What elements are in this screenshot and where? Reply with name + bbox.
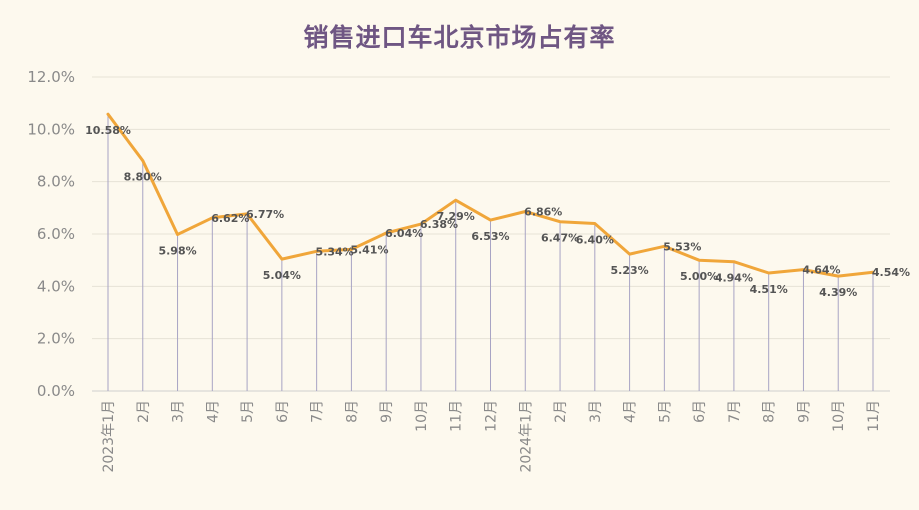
x-tick-label: 9月 — [796, 400, 812, 423]
data-label: 10.58% — [85, 124, 131, 137]
data-label: 4.51% — [750, 283, 788, 296]
x-tick-label: 5月 — [657, 400, 673, 423]
data-label: 5.34% — [316, 245, 354, 258]
data-label: 7.29% — [437, 210, 475, 223]
x-tick-label: 9月 — [379, 400, 395, 423]
x-tick-label: 8月 — [344, 400, 360, 423]
data-label: 6.62% — [211, 212, 249, 225]
x-tick-label: 3月 — [588, 400, 604, 423]
x-tick-label: 10月 — [831, 400, 847, 432]
data-label: 5.00% — [680, 270, 718, 283]
x-tick-label: 12月 — [484, 400, 500, 432]
data-label: 6.53% — [471, 230, 509, 243]
x-tick-label: 6月 — [275, 400, 291, 423]
data-label: 4.54% — [872, 266, 910, 279]
x-tick-label: 5月 — [240, 400, 256, 423]
x-tick-label: 8月 — [762, 400, 778, 423]
x-tick-label: 11月 — [866, 400, 882, 432]
x-tick-label: 4月 — [623, 400, 639, 423]
y-tick-label: 2.0% — [37, 330, 75, 348]
data-label: 6.38% — [420, 218, 458, 231]
x-tick-label: 2月 — [136, 400, 152, 423]
y-tick-label: 0.0% — [37, 382, 75, 400]
series-line-layer — [106, 112, 875, 278]
data-label: 8.80% — [124, 171, 162, 184]
x-tick-label: 2023年1月 — [101, 400, 117, 473]
data-label: 6.47% — [541, 232, 579, 245]
x-tick-label: 7月 — [727, 400, 743, 423]
y-tick-label: 8.0% — [37, 173, 75, 191]
series-line — [106, 112, 875, 278]
x-tick-label: 7月 — [310, 400, 326, 423]
data-label: 4.64% — [802, 264, 840, 277]
data-label: 5.23% — [611, 264, 649, 277]
y-tick-label: 6.0% — [37, 225, 75, 243]
data-label: 4.39% — [819, 286, 857, 299]
data-label: 6.86% — [524, 205, 562, 218]
data-label: 5.98% — [158, 245, 196, 258]
chart-title: 销售进口车北京市场占有率 — [303, 23, 616, 52]
x-tick-label: 11月 — [449, 400, 465, 432]
data-label: 6.77% — [246, 208, 284, 221]
x-tick-labels: 2023年1月 2月 3月 4月 5月 6月 7月 8月 9月 10月 11月 12月 2024年1月 2… — [101, 400, 882, 473]
x-tick-label: 10月 — [414, 400, 430, 432]
y-tick-label: 10.0% — [27, 120, 75, 138]
y-tick-label: 12.0% — [27, 68, 75, 86]
data-label: 5.53% — [663, 240, 701, 253]
data-label: 5.41% — [350, 243, 388, 256]
x-tick-label: 3月 — [171, 400, 187, 423]
data-label: 4.94% — [715, 272, 753, 285]
x-tick-label: 6月 — [692, 400, 708, 423]
x-tick-label: 4月 — [205, 400, 221, 423]
data-label: 5.04% — [263, 269, 301, 282]
x-tick-label: 2月 — [553, 400, 569, 423]
data-labels: 10.58% 8.80% 5.98% 6.62%6.77% 5.04% 5.34%5.41… — [85, 124, 910, 299]
y-tick-labels: 0.0% 2.0% 4.0% 6.0% 8.0% 10.0% 12.0% — [27, 68, 75, 400]
x-tick-label: 2024年1月 — [518, 400, 534, 473]
data-label: 6.04% — [385, 227, 423, 240]
data-label: 6.40% — [576, 234, 614, 247]
y-tick-label: 4.0% — [37, 277, 75, 295]
drop-lines — [107, 114, 874, 391]
